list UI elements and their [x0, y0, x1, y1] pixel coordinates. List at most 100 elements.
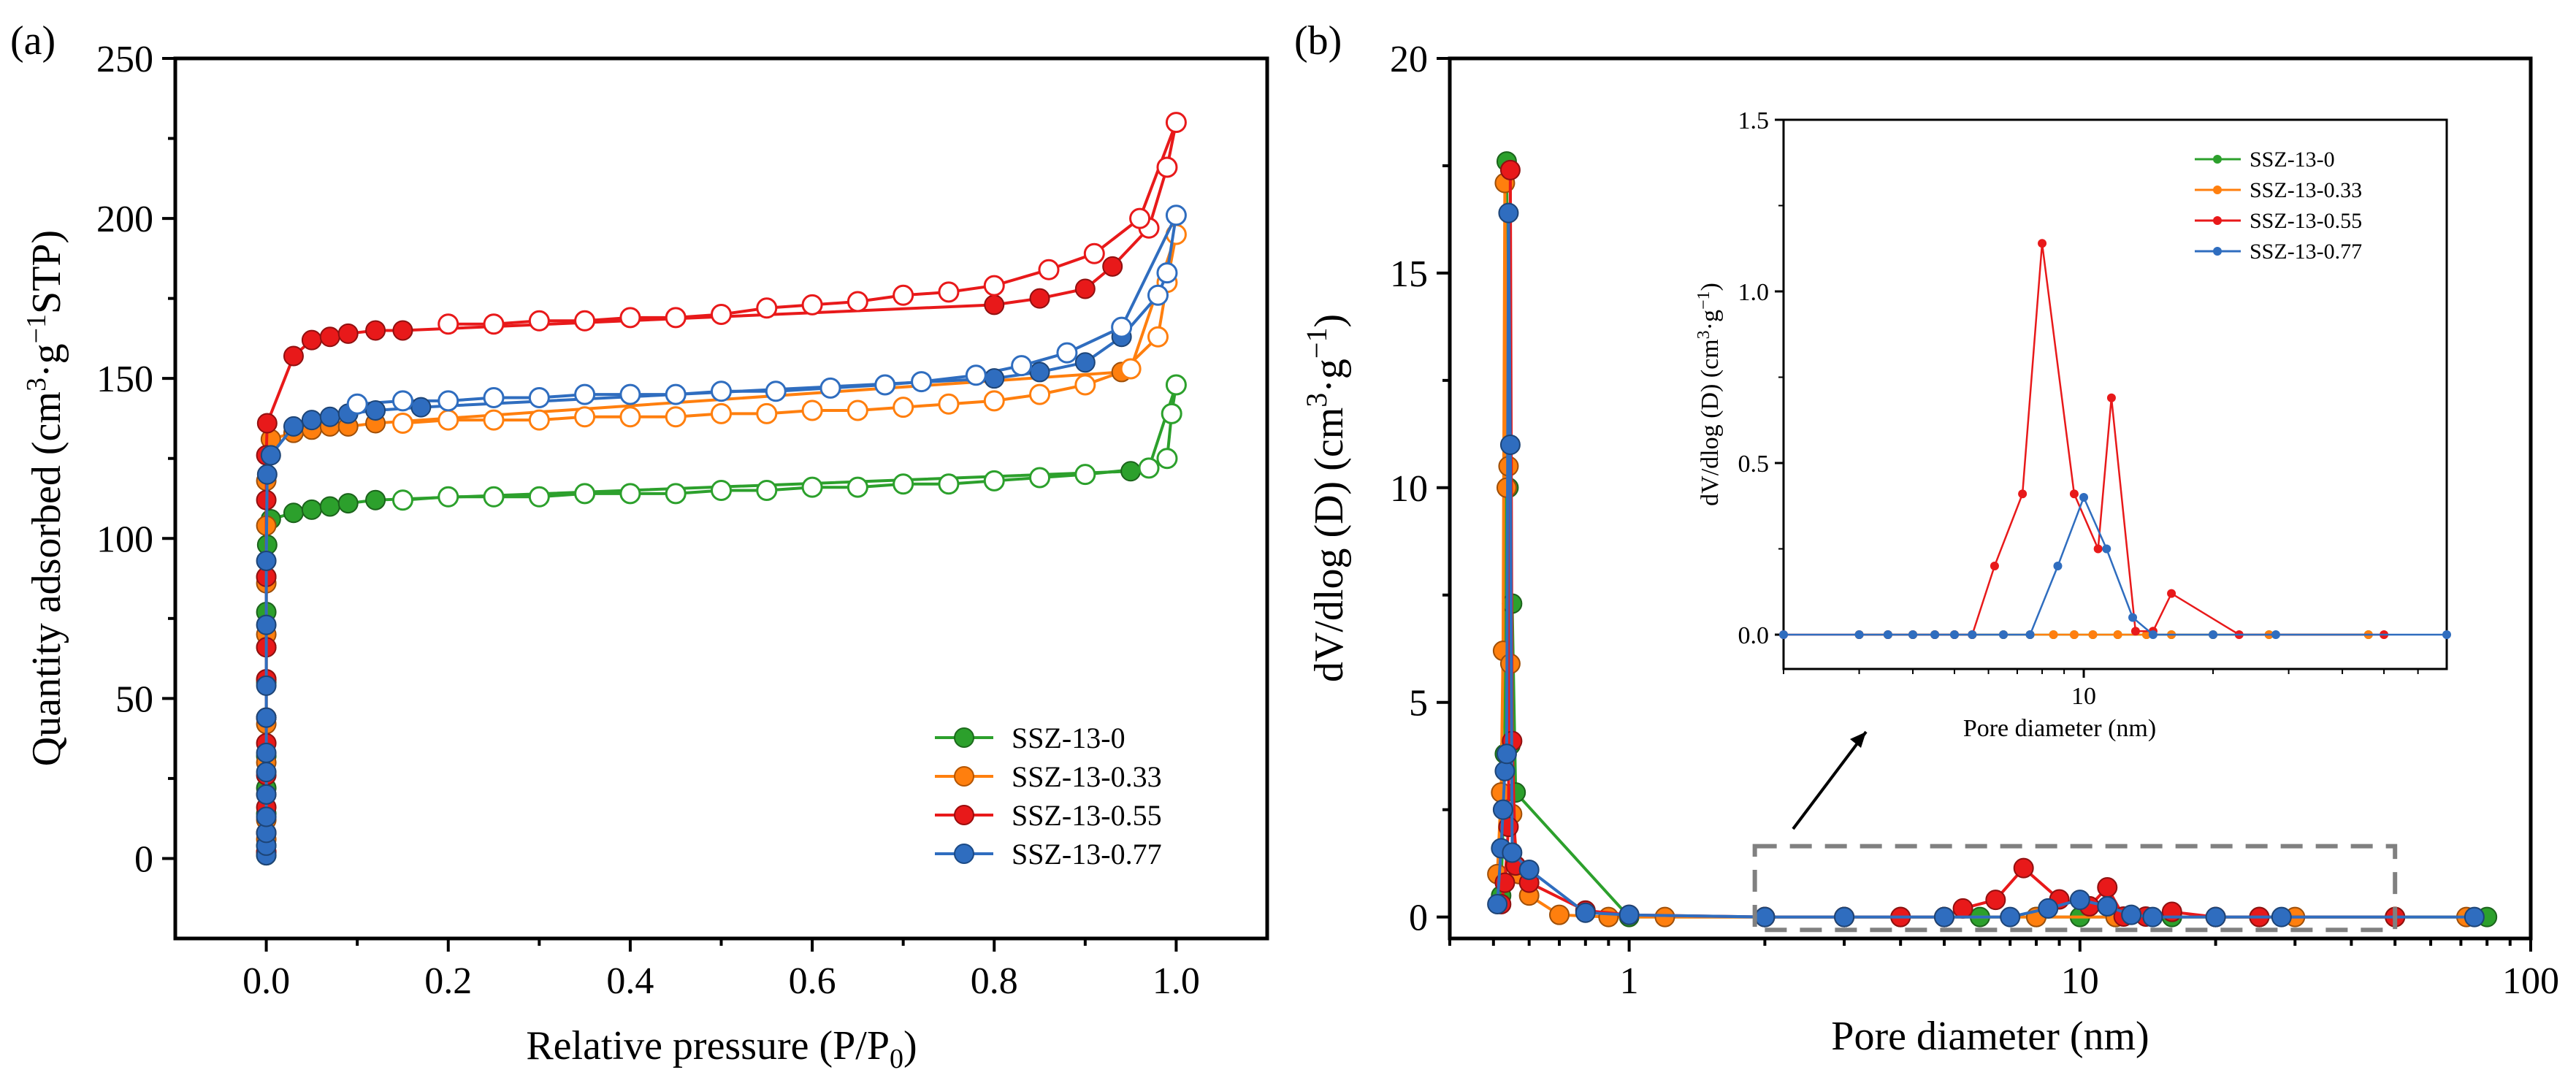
panel-b-ylabel-sup1: 3 [1300, 393, 1333, 408]
panel-a-y-axis-title: Quantity adsorbed (cm3·g−1STP) [21, 230, 69, 766]
i-point-2-15 [2167, 589, 2176, 598]
zoom-arrow [1792, 730, 1868, 830]
i-point-2-8 [2018, 489, 2027, 499]
i-point-1-12 [2141, 630, 2151, 639]
i-point-3-9 [2053, 562, 2063, 570]
legend-inset-marker-0 [2213, 155, 2222, 164]
b-point-3-12 [1834, 906, 1855, 928]
b-point-3-5 [1498, 202, 1519, 223]
a-xtick-label-3: 0.6 [789, 960, 836, 1002]
i-point-3-12 [2128, 613, 2138, 622]
i-point-3-13 [2148, 630, 2158, 639]
panel-a-xlabel-sub: 0 [890, 1044, 903, 1074]
legend-inset-label-0: SSZ-13-0 [2250, 148, 2335, 172]
legend-a-marker-2 [954, 805, 974, 825]
b-point-3-18 [2121, 904, 2142, 925]
b-point-1-12 [1654, 906, 1675, 928]
b-ytick-label-2: 10 [1390, 468, 1428, 510]
legend-a-item-0: SSZ-13-0 [935, 722, 1125, 754]
b-ytick-label-3: 15 [1390, 253, 1428, 295]
a-des-point-3-11 [711, 381, 732, 402]
a-des-point-2-4 [1083, 242, 1105, 264]
b-point-3-11 [1754, 906, 1776, 928]
a-des-point-3-1 [1156, 262, 1178, 284]
i-point-3-10 [2079, 493, 2089, 502]
a-des-point-2-2 [1165, 112, 1187, 134]
b-point-2-14 [1985, 890, 2006, 911]
a-des-point-3-18 [391, 390, 413, 412]
inset-y-ticks: 0.0 0.5 1.0 1.5 [1738, 107, 1784, 649]
panel-a-series [256, 112, 1187, 866]
inset-x-ticks: 10 [1783, 669, 2419, 710]
b-point-3-16 [2069, 890, 2090, 911]
legend-inset-label-3: SSZ-13-0.77 [2250, 240, 2362, 264]
a-ads-point-2-11 [256, 413, 278, 434]
a-xtick-label-1: 0.2 [424, 960, 472, 1002]
a-xtick-label-0: 0.0 [242, 960, 290, 1002]
a-des-point-1-17 [483, 409, 505, 431]
a-ads-point-2-19 [1029, 288, 1050, 309]
a-ads-point-3-21 [1074, 352, 1096, 373]
b-point-2-15 [2013, 857, 2034, 879]
b-xtick-label-2: 100 [2502, 960, 2559, 1002]
i-point-2-7 [1990, 562, 1999, 570]
a-des-point-0-15 [574, 483, 596, 505]
panel-b-ylabel-mid: ·g [1307, 359, 1352, 393]
b-point-3-0 [1487, 893, 1508, 914]
b-point-3-7 [1502, 842, 1523, 863]
legend-a-label-3: SSZ-13-0.77 [1012, 838, 1162, 871]
b-point-3-21 [2271, 906, 2292, 928]
a-des-point-1-16 [528, 409, 550, 431]
b-point-3-17 [2097, 895, 2118, 917]
inset-ylabel-sup2: −1 [1694, 291, 1713, 310]
i-point-2-10 [2069, 489, 2079, 499]
panel-b-y-axis-title: dV/dlog (D) (cm3·g−1) [1300, 314, 1352, 682]
i-point-3-1 [1854, 630, 1864, 639]
a-des-point-0-18 [437, 486, 459, 508]
panel-b-highlight-box [1752, 844, 2398, 933]
b-xtick-label-0: 1 [1620, 960, 1639, 1002]
legend-a-label-2: SSZ-13-0.55 [1012, 799, 1162, 832]
a-des-point-2-14 [619, 307, 641, 329]
b-point-3-19 [2142, 906, 2163, 928]
a-des-point-0-10 [801, 476, 823, 498]
a-ads-point-3-8 [256, 675, 277, 696]
legend-a-marker-0 [954, 727, 974, 748]
a-des-point-1-19 [391, 413, 413, 435]
a-ads-point-2-20 [1074, 278, 1096, 299]
a-des-point-2-12 [711, 304, 732, 326]
a-ads-point-2-14 [319, 326, 340, 348]
a-ads-point-3-4 [256, 784, 277, 805]
a-des-point-1-14 [619, 406, 641, 428]
a-des-point-3-0 [1147, 284, 1169, 306]
inset-series [1779, 239, 2451, 639]
a-des-point-1-15 [574, 406, 596, 428]
b-point-2-13 [1952, 898, 1973, 919]
a-des-point-1-13 [665, 406, 687, 428]
a-des-point-3-6 [965, 364, 987, 386]
a-des-point-0-14 [619, 483, 641, 505]
a-ads-point-0-16 [337, 493, 359, 514]
a-ads-point-0-14 [301, 499, 322, 520]
panel-a-y-ticks: 0 50 100 150 200 250 [96, 39, 175, 880]
a-des-point-1-12 [711, 402, 732, 424]
a-series-3 [256, 204, 1187, 866]
a-des-point-0-5 [1029, 467, 1051, 489]
a-des-point-1-3 [1120, 358, 1142, 380]
a-xtick-label-4: 0.8 [971, 960, 1018, 1002]
i-point-2-12 [2106, 393, 2116, 402]
i-ytick-label-3: 1.5 [1738, 107, 1770, 134]
legend-a-marker-1 [954, 766, 974, 787]
a-ads-point-3-15 [319, 406, 340, 427]
inset-y-axis-title: dV/dlog (D) (cm3·g−1) [1694, 283, 1724, 506]
i-ytick-label-0: 0.0 [1738, 622, 1770, 649]
a-xtick-label-2: 0.4 [606, 960, 654, 1002]
a-des-point-0-19 [391, 489, 413, 511]
a-des-point-1-0 [1147, 326, 1169, 348]
i-point-2-11 [2093, 544, 2103, 554]
panel-a-ylabel-end: STP) [24, 230, 69, 314]
a-des-point-1-4 [1074, 374, 1096, 396]
b-point-3-13 [1934, 906, 1955, 928]
b-point-3-2 [1492, 799, 1513, 820]
